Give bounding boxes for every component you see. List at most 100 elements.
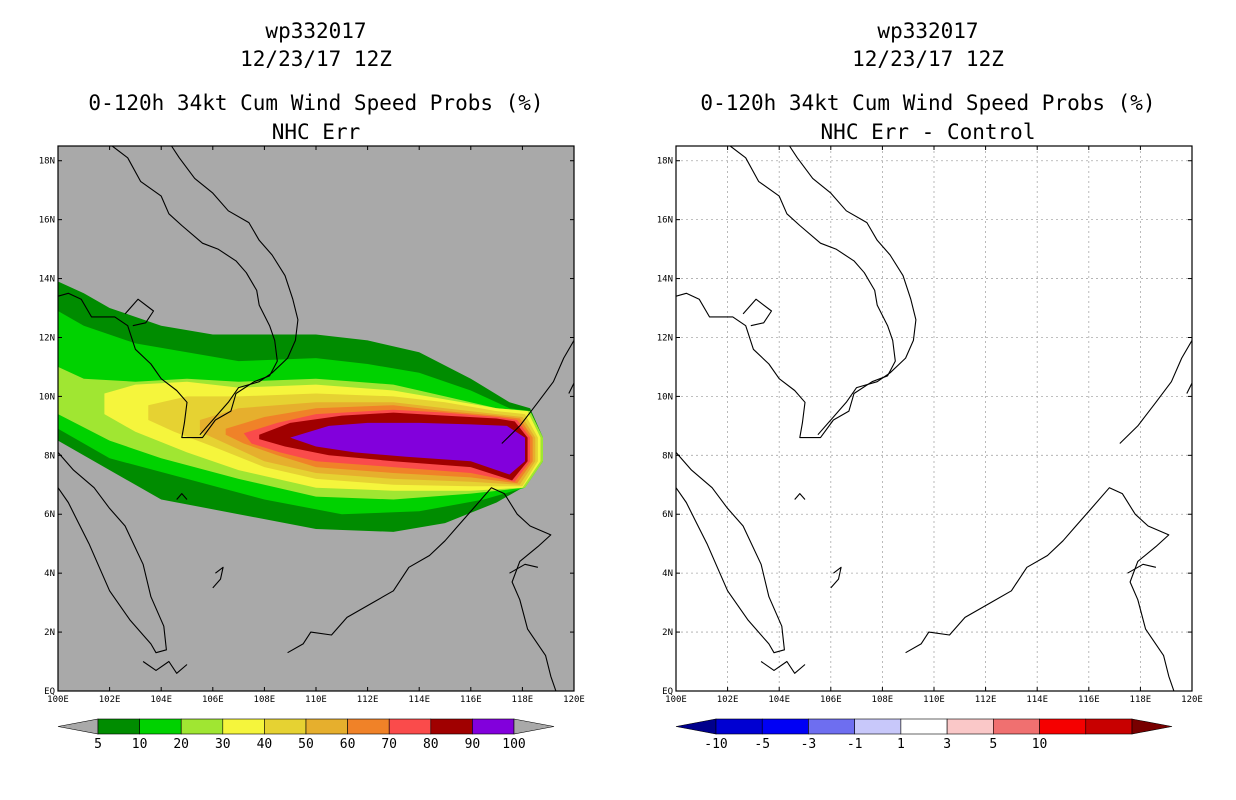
x-tick-label: 108E [872,695,894,705]
colorbar-label: 90 [465,737,481,752]
y-tick-label: 16N [657,216,673,226]
y-tick-label: 16N [39,216,55,226]
colorbar-label: 5 [94,737,102,752]
coastline-segment [501,338,574,444]
colorbar-segment [808,718,855,735]
left-title-line-1: wp332017 [265,19,366,43]
colorbar-segment [761,718,809,735]
colorbar-segment [900,718,948,735]
coastline-segment [789,146,917,436]
colorbar-segment [388,718,432,735]
colorbar-segment [97,718,140,735]
right-title-line-4: NHC Err - Control [821,120,1036,144]
left-coastlines [58,146,574,691]
colorbar-segment [264,718,307,735]
right-axes: 100E 102E 104E 106E 108E 110E 112E 114E 116E 118E… [657,146,1203,705]
x-tick-label: 120E [1181,695,1203,705]
left-title-line-2: 12/23/17 12Z [240,47,392,71]
y-tick-label: 2N [44,628,55,638]
coastline-segment [794,493,806,500]
y-tick-label: 2N [662,628,673,638]
x-tick-label: 102E [717,695,739,705]
colorbar-segment [993,718,1040,735]
colorbar-segment [1039,718,1087,735]
y-tick-label: 10N [39,392,55,402]
x-tick-label: 110E [923,695,945,705]
x-tick-label: 100E [665,695,687,705]
x-tick-label: 104E [150,695,172,705]
coastline-segment [1186,381,1192,394]
y-tick-label: 12N [39,333,55,343]
x-tick-label: 110E [305,695,327,705]
coastline-segment [760,660,806,674]
coastline-segment [509,563,539,574]
y-tick-label: 14N [657,275,673,285]
coastline-segment [676,452,785,654]
x-tick-label: 100E [47,695,69,705]
y-tick-label: 6N [44,510,55,520]
coastline-segment [676,146,896,439]
coastline-segment [742,298,773,327]
coastline-segment [212,566,224,589]
left-panel: wp332017 12/23/17 12Z 0-120h 34kt Cum Wi… [39,19,585,752]
colorbar-under-triangle [675,718,717,735]
colorbar-segment [1085,718,1133,735]
y-tick-label: 14N [39,275,55,285]
colorbar-label: 80 [423,737,439,752]
x-tick-label: 106E [820,695,842,705]
colorbar-label: 40 [257,737,273,752]
colorbar-segment [946,718,994,735]
right-title-line-1: wp332017 [877,19,978,43]
x-tick-label: 112E [357,695,379,705]
colorbar-segment [347,718,390,735]
x-tick-label: 106E [202,695,224,705]
coastline-segment [905,487,1175,691]
x-tick-label: 102E [99,695,121,705]
y-tick-label: 8N [662,451,673,461]
colorbar-segment [430,718,473,735]
colorbar-label: -5 [754,737,770,752]
y-tick-label: 18N [657,157,673,167]
y-tick-label: 4N [662,569,673,579]
colorbar-label: 10 [132,737,148,752]
x-tick-label: 108E [254,695,276,705]
y-tick-label: EQ [44,687,55,697]
x-tick-label: 120E [563,695,585,705]
right-colorbar: -10 -5 -3 -1 1 3 5 10 [675,718,1173,752]
right-title-line-3: 0-120h 34kt Cum Wind Speed Probs (%) [700,91,1155,115]
coastline-segment [830,566,842,589]
colorbar-segment [472,718,515,735]
x-tick-label: 104E [768,695,790,705]
y-tick-label: 8N [44,451,55,461]
coastline-segment [1119,338,1192,444]
colorbar-label: -10 [704,737,727,752]
colorbar-segment [854,718,902,735]
left-colorbar: 5 10 20 30 40 50 60 70 80 90 100 [57,718,555,752]
colorbar-segment [180,718,224,735]
colorbar-label: -1 [847,737,863,752]
y-tick-label: 18N [39,157,55,167]
colorbar-over-triangle [513,718,555,735]
x-tick-label: 118E [512,695,534,705]
y-tick-label: 4N [44,569,55,579]
coastline-segment [287,487,557,691]
left-title-line-3: 0-120h 34kt Cum Wind Speed Probs (%) [88,91,543,115]
colorbar-label: 50 [298,737,314,752]
y-tick-label: 10N [657,392,673,402]
coastline-segment [171,146,299,436]
y-tick-label: 6N [662,510,673,520]
y-tick-label: 12N [657,333,673,343]
coastline-segment [58,146,278,439]
colorbar-label: 60 [340,737,356,752]
colorbar-label: 5 [989,737,997,752]
colorbar-label: 30 [215,737,231,752]
x-tick-label: 116E [460,695,482,705]
colorbar-label: 1 [897,737,905,752]
colorbar-label: 10 [1032,737,1048,752]
left-title-line-4: NHC Err [272,120,361,144]
left-probability-contours [58,281,543,532]
colorbar-label: 3 [943,737,951,752]
colorbar-label: -3 [801,737,817,752]
colorbar-label: 20 [173,737,189,752]
colorbar-segment [305,718,348,735]
